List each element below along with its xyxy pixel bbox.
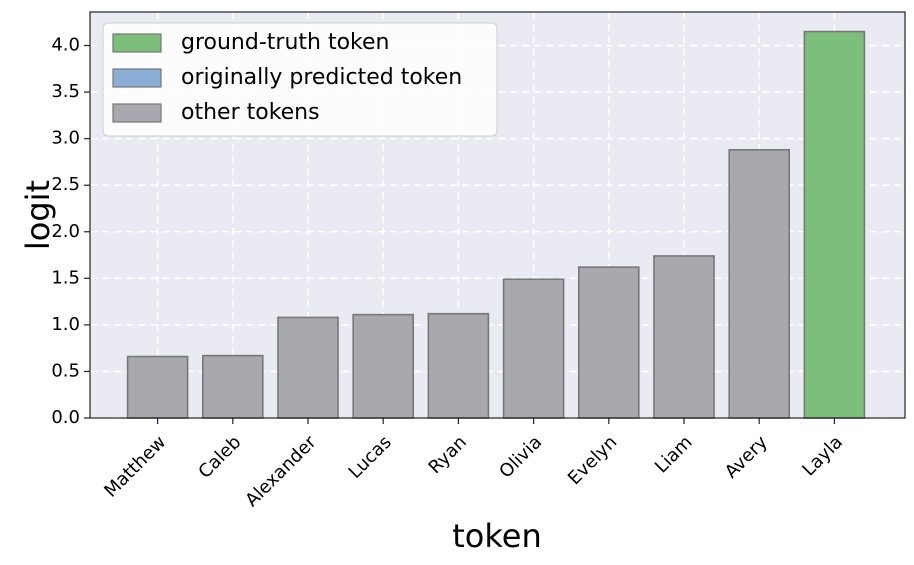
bar-caleb	[202, 354, 264, 419]
legend-swatch	[112, 103, 162, 123]
legend: ground-truth token originally predicted t…	[102, 22, 498, 137]
x-tick-label: Ryan	[425, 432, 471, 478]
bar-matthew	[126, 355, 189, 419]
y-tick-label: 0.0	[51, 407, 80, 428]
bar-evelyn	[577, 266, 640, 419]
y-tick-label: 2.5	[51, 174, 80, 195]
x-axis-title: token	[452, 517, 541, 555]
bar-avery	[728, 149, 791, 419]
y-tick-label: 3.5	[51, 81, 80, 102]
bars	[126, 30, 866, 419]
bar-ryan	[427, 312, 490, 419]
bar-liam	[653, 255, 715, 419]
y-tick-label: 2.0	[51, 221, 80, 242]
x-tick-label: Avery	[721, 431, 772, 482]
legend-label: ground-truth token	[181, 30, 389, 55]
x-tick-label: Caleb	[194, 432, 245, 483]
x-tick-label: Layla	[798, 432, 847, 481]
y-tick-label: 3.0	[51, 128, 80, 149]
x-tick-label: Matthew	[100, 432, 170, 502]
plot-frame	[89, 11, 906, 419]
x-tick-label: Alexander	[241, 431, 321, 511]
x-tick-label: Evelyn	[564, 432, 621, 489]
bar-alexander	[277, 316, 339, 419]
bar-olivia	[502, 278, 565, 419]
x-tick-label: Olivia	[495, 432, 546, 483]
legend-label: originally predicted token	[181, 65, 462, 90]
legend-swatch	[112, 33, 162, 53]
y-tick-label: 1.0	[51, 314, 80, 335]
x-tick-label: Lucas	[345, 432, 396, 483]
bar-layla	[803, 30, 866, 419]
y-axis-ticks: 0.0 0.5 1.0 1.5 2.0 2.5 3.0 3.5 4.0	[51, 35, 90, 428]
bar-lucas	[352, 313, 415, 419]
legend-box	[102, 22, 498, 137]
legend-swatch	[112, 68, 162, 88]
x-tick-label: Liam	[651, 432, 697, 478]
y-tick-label: 0.5	[51, 360, 80, 381]
y-axis-title: logit	[19, 180, 57, 250]
y-tick-label: 1.5	[51, 267, 80, 288]
y-tick-label: 4.0	[51, 35, 80, 56]
legend-label: other tokens	[181, 100, 320, 125]
